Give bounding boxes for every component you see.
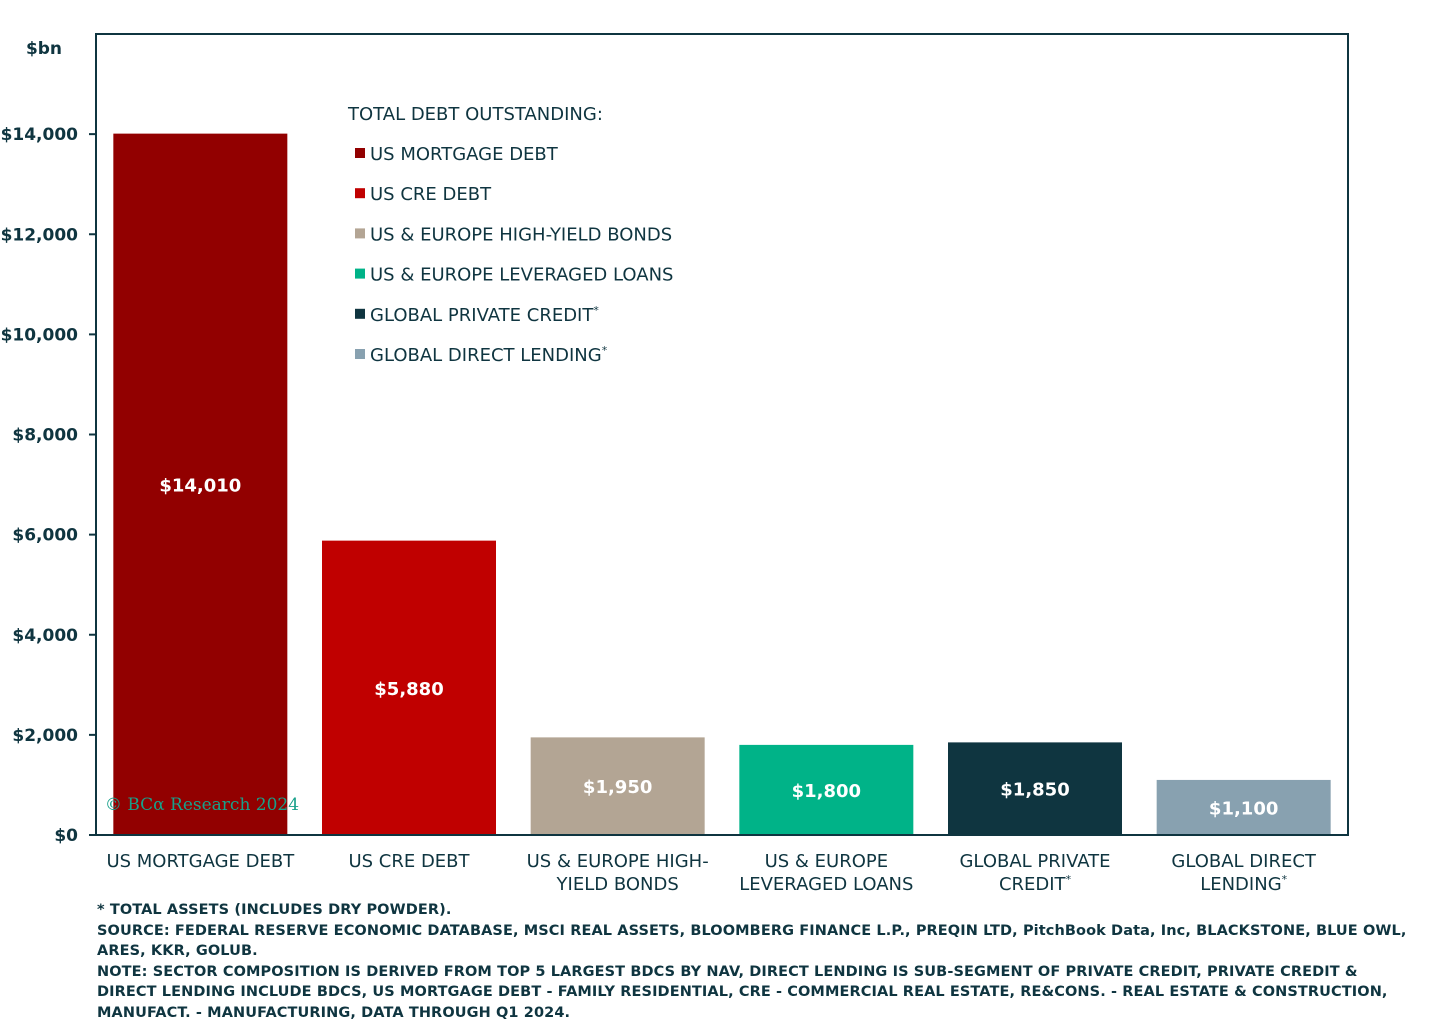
- bar: [948, 742, 1122, 835]
- bar: [739, 744, 914, 835]
- x-axis: US MORTGAGE DEBT US CRE DEBT US & EUROPE H…: [106, 851, 1316, 895]
- x-tick-label: US MORTGAGE DEBT: [106, 851, 295, 872]
- y-tick-label: $8,000: [12, 426, 78, 446]
- data-label: $1,800: [792, 781, 861, 802]
- y-tick-label: $6,000: [12, 526, 78, 546]
- legend-item-label: US & EUROPE HIGH-YIELD BONDS: [370, 224, 672, 245]
- y-tick-label: $12,000: [1, 225, 79, 245]
- data-label: $1,100: [1209, 798, 1278, 819]
- legend-swatch: [355, 148, 365, 158]
- bar: [1156, 779, 1331, 835]
- legend-swatch: [355, 308, 365, 319]
- legend-swatch: [355, 228, 365, 239]
- y-axis-title: $bn: [26, 39, 62, 59]
- footnotes: * TOTAL ASSETS (INCLUDES DRY POWDER). SO…: [97, 900, 1417, 1023]
- y-tick-label: $0: [54, 826, 78, 846]
- y-tick-label: $14,000: [1, 125, 79, 145]
- y-tick-label: $10,000: [1, 325, 79, 345]
- footnote-asterisk: * TOTAL ASSETS (INCLUDES DRY POWDER).: [97, 902, 452, 918]
- x-tick-label: GLOBAL DIRECT LENDING*: [1171, 851, 1317, 895]
- bar-chart: $bn $0 $2,000 $4,000 $6,000 $8,000 $10,000 $12,…: [1, 33, 1349, 895]
- legend-item-label: US MORTGAGE DEBT: [370, 144, 559, 165]
- x-tick-label: US & EUROPE LEVERAGED LOANS: [739, 851, 913, 895]
- x-tick-label: GLOBAL PRIVATE CREDIT*: [959, 851, 1110, 895]
- legend-item-label: GLOBAL DIRECT LENDING*: [370, 344, 608, 366]
- legend-item-label: GLOBAL PRIVATE CREDIT*: [370, 304, 599, 326]
- data-label: $1,850: [1000, 780, 1069, 801]
- data-label: $14,010: [159, 475, 241, 496]
- data-label: $1,950: [583, 777, 652, 798]
- y-tick-label: $2,000: [12, 726, 78, 746]
- bars: [113, 133, 1331, 835]
- legend-item-label: US CRE DEBT: [370, 184, 492, 205]
- data-labels: $14,010 $5,880 $1,950 $1,800 $1,850 $1,100: [159, 475, 1278, 819]
- bar: [530, 737, 705, 835]
- legend: TOTAL DEBT OUTSTANDING: US MORTGAGE DEBT U…: [347, 104, 673, 366]
- footnote-source: SOURCE: FEDERAL RESERVE ECONOMIC DATABAS…: [97, 922, 1407, 960]
- legend-item-label: US & EUROPE LEVERAGED LOANS: [370, 265, 673, 286]
- legend-swatch: [355, 349, 365, 359]
- y-tick-label: $4,000: [12, 626, 78, 646]
- bar: [113, 133, 288, 835]
- x-tick-label: US CRE DEBT: [348, 851, 470, 872]
- legend-swatch: [355, 188, 365, 199]
- bar: [322, 540, 496, 835]
- legend-swatch: [355, 268, 365, 279]
- y-axis: $bn $0 $2,000 $4,000 $6,000 $8,000 $10,000 $12,…: [1, 39, 96, 846]
- footnote-note: NOTE: SECTOR COMPOSITION IS DERIVED FROM…: [97, 963, 1388, 1021]
- x-tick-label: US & EUROPE HIGH-YIELD BONDS: [527, 851, 709, 895]
- legend-title: TOTAL DEBT OUTSTANDING:: [347, 104, 603, 125]
- watermark: © BCα Research 2024: [105, 795, 299, 815]
- data-label: $5,880: [374, 679, 443, 700]
- plot-frame: [95, 33, 1349, 836]
